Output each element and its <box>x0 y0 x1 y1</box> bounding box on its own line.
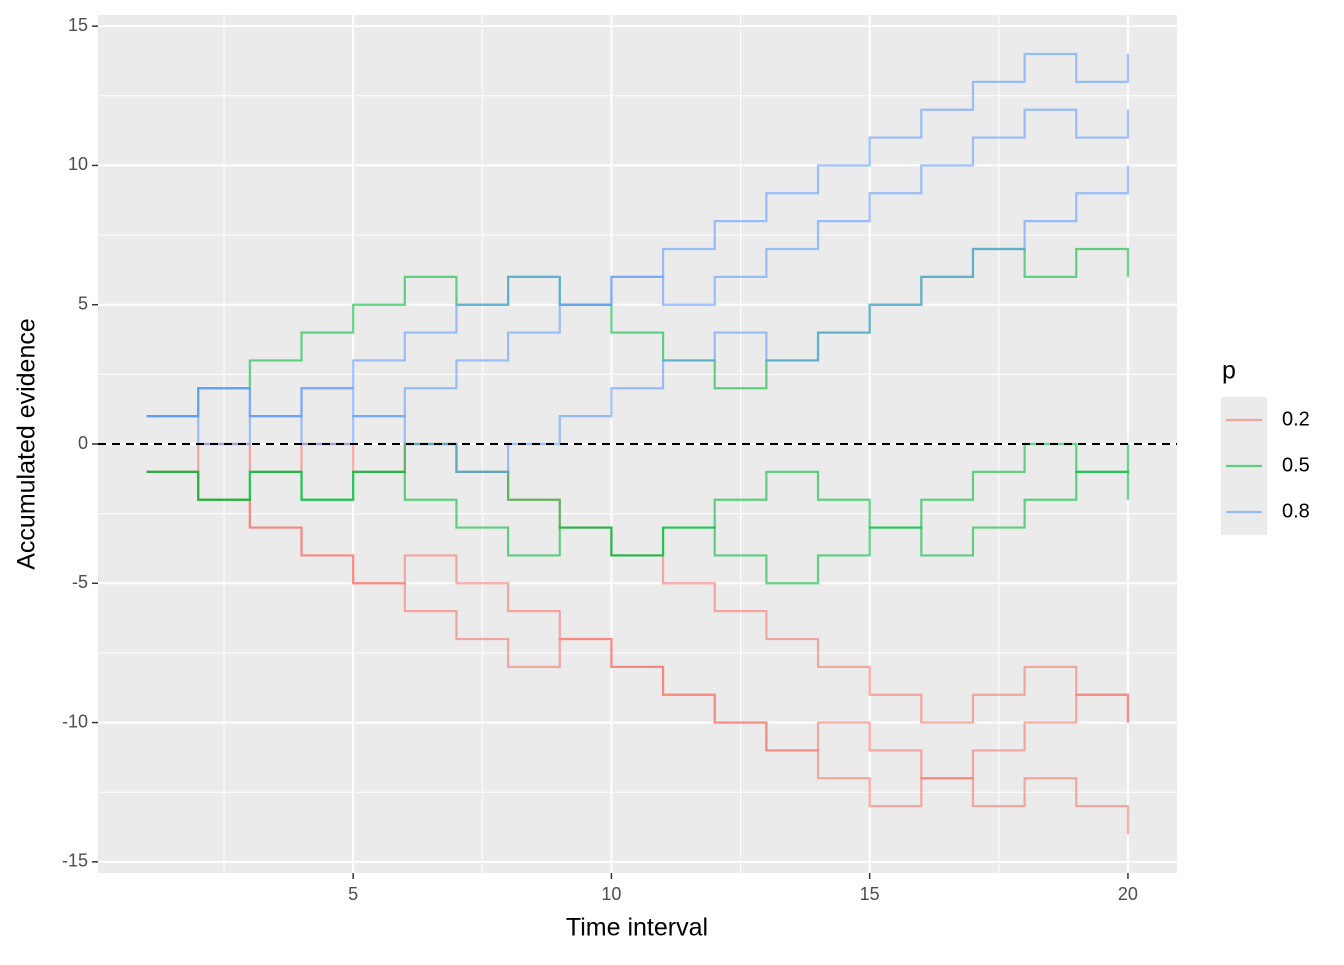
legend-label: 0.2 <box>1282 408 1310 430</box>
step-line <box>146 470 1130 808</box>
x-tick-label: 10 <box>601 884 621 904</box>
y-tick-label: -15 <box>62 851 88 871</box>
legend-label: 0.8 <box>1282 500 1310 522</box>
lines <box>98 52 1177 834</box>
y-axis-title: Accumulated evidence <box>13 318 41 570</box>
x-axis-title: Time interval <box>566 914 708 942</box>
step-line <box>146 442 1130 585</box>
x-tick-label: 5 <box>348 884 358 904</box>
x-tick-label: 15 <box>860 884 880 904</box>
legend-title: p <box>1222 357 1236 385</box>
legend-label: 0.5 <box>1282 454 1310 476</box>
x-tick-label: 20 <box>1118 884 1138 904</box>
y-tick-label: 0 <box>78 433 88 453</box>
step-line <box>146 165 1130 473</box>
step-line <box>146 108 1130 418</box>
y-tick-label: 15 <box>68 15 88 35</box>
y-tick-label: 10 <box>68 154 88 174</box>
y-tick-label: -5 <box>72 572 88 592</box>
y-tick-label: 5 <box>78 293 88 313</box>
y-tick-label: -10 <box>62 711 88 731</box>
